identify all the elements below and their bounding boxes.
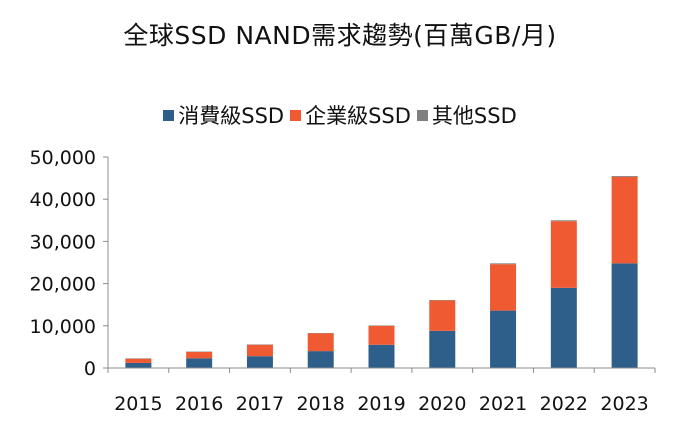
bar-segment-consumer <box>611 263 638 368</box>
bar-segment-consumer <box>550 287 577 368</box>
legend-item-enterprise: 企業級SSD <box>290 100 411 130</box>
bar-segment-consumer <box>125 362 152 368</box>
x-tick-label: 2023 <box>600 393 648 415</box>
x-tick-label: 2022 <box>540 393 588 415</box>
bar-segment-consumer <box>186 358 213 368</box>
x-tick-label: 2016 <box>175 393 223 415</box>
bar-segment-consumer <box>490 310 517 368</box>
x-tick-label: 2015 <box>114 393 162 415</box>
bar-segment-enterprise <box>611 176 638 264</box>
bar-segment-other <box>490 263 517 265</box>
x-tick-label: 2019 <box>357 393 405 415</box>
bar-segment-consumer <box>368 344 395 368</box>
bar-segment-enterprise <box>550 221 577 288</box>
bar-segment-enterprise <box>490 264 517 311</box>
bar-segment-enterprise <box>186 351 213 359</box>
legend-label-consumer: 消費級SSD <box>178 104 285 128</box>
legend-item-other: 其他SSD <box>416 100 517 130</box>
bar-segment-enterprise <box>246 344 273 357</box>
legend-swatch-consumer <box>163 109 175 121</box>
bar-segment-enterprise <box>368 325 395 345</box>
y-tick-label: 10,000 <box>30 316 96 338</box>
bar-segment-consumer <box>429 330 456 368</box>
bar-segment-enterprise <box>429 300 456 331</box>
x-tick-label: 2018 <box>297 393 345 415</box>
chart-title: 全球SSD NAND需求趨勢(百萬GB/月) <box>123 21 557 50</box>
x-tick-label: 2020 <box>418 393 466 415</box>
bar-segment-other <box>611 175 638 177</box>
x-tick-label: 2017 <box>236 393 284 415</box>
legend-label-enterprise: 企業級SSD <box>305 104 411 128</box>
y-tick-label: 30,000 <box>30 231 96 253</box>
y-tick-label: 40,000 <box>30 189 96 211</box>
bar-segment-enterprise <box>125 358 152 363</box>
bar-segment-other <box>550 220 577 222</box>
y-tick-label: 50,000 <box>30 147 96 169</box>
legend-swatch-enterprise <box>290 109 302 121</box>
legend-swatch-other <box>416 109 428 121</box>
y-tick-label: 20,000 <box>30 274 96 296</box>
bar-segment-consumer <box>307 351 334 368</box>
chart-legend: 消費級SSD 企業級SSD 其他SSD <box>0 100 680 130</box>
bar-segment-enterprise <box>307 333 334 352</box>
legend-label-other: 其他SSD <box>431 104 517 128</box>
y-tick-label: 0 <box>84 358 96 380</box>
bar-segment-consumer <box>246 356 273 368</box>
x-tick-label: 2021 <box>479 393 527 415</box>
legend-item-consumer: 消費級SSD <box>163 100 284 130</box>
